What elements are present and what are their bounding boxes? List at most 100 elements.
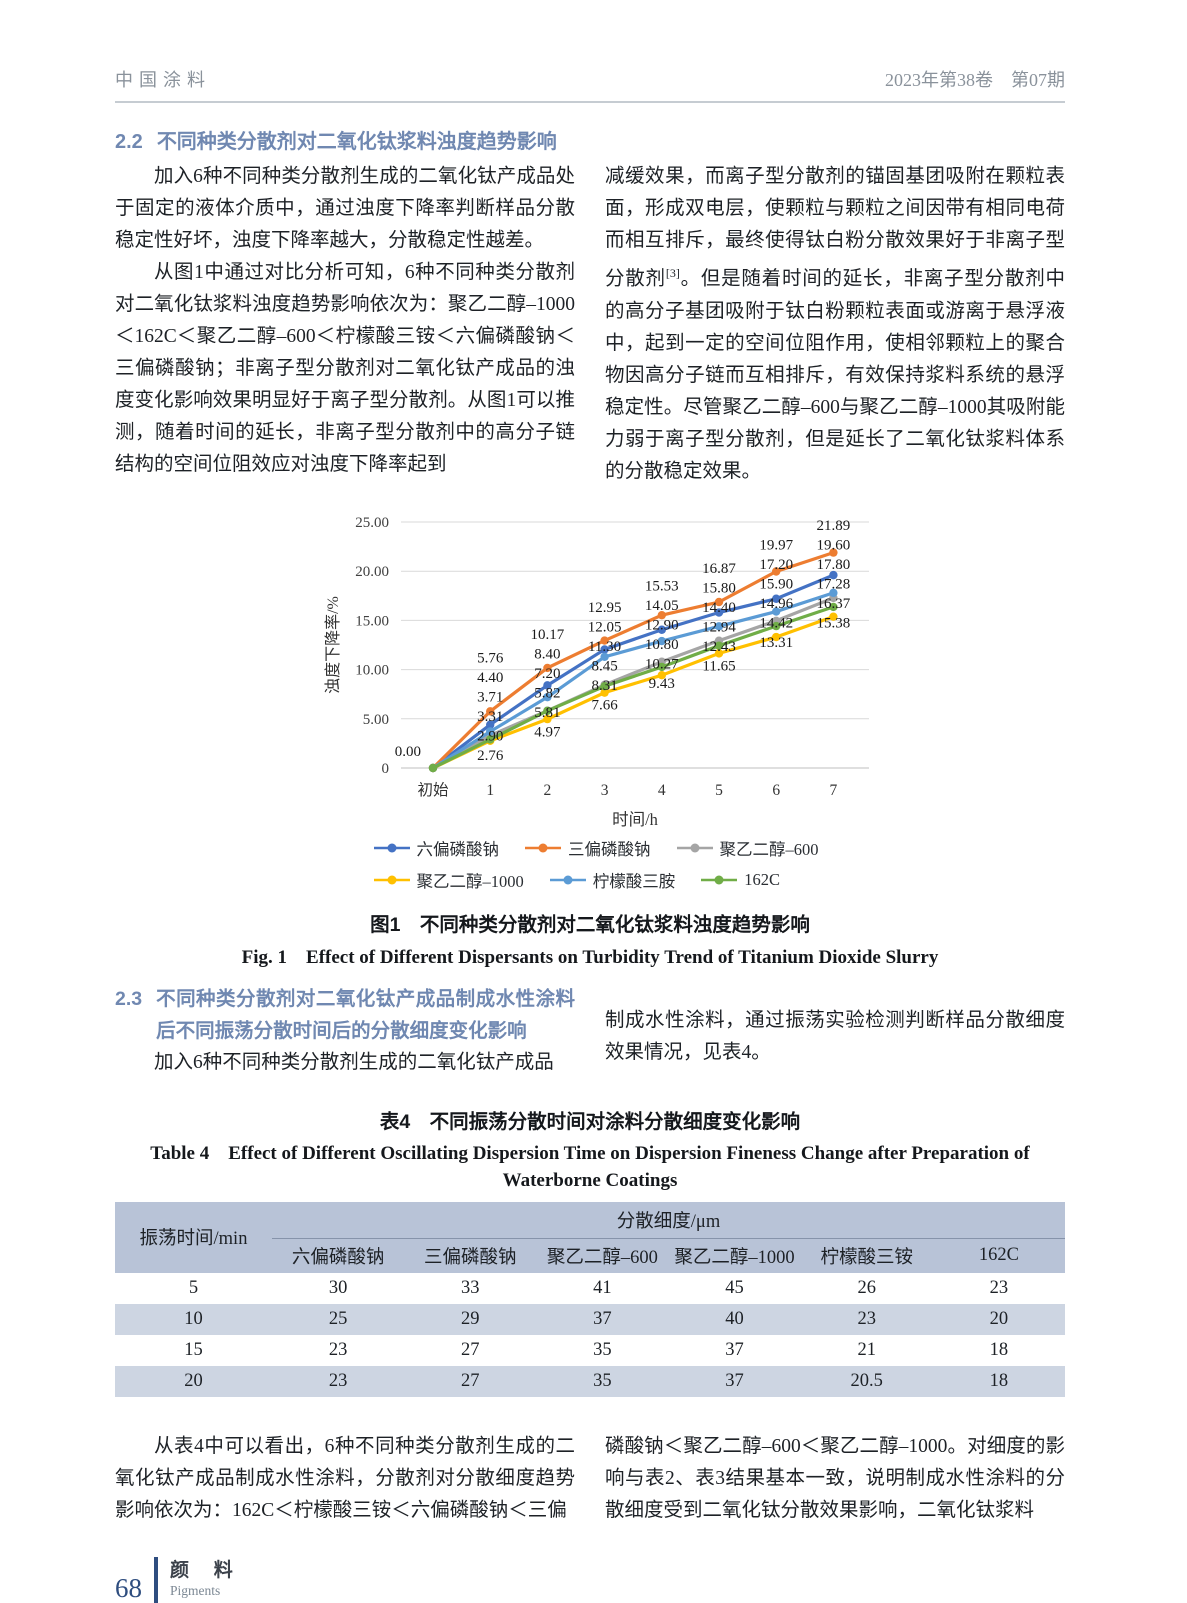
- svg-text:15.00: 15.00: [355, 613, 389, 629]
- table-cell: 5: [188, 1277, 199, 1298]
- table-cell: 40: [725, 1308, 744, 1329]
- legend-marker-icon: [549, 875, 586, 884]
- svg-text:3.71: 3.71: [477, 689, 503, 705]
- section-title: 不同种类分散剂对二氧化钛产成品制成水性涂料后不同振荡分散时间后的分散细度变化影响: [156, 987, 575, 1042]
- legend-marker-icon: [701, 875, 738, 884]
- footer-divider-bar: [154, 1556, 158, 1603]
- svg-text:15.53: 15.53: [645, 578, 679, 594]
- svg-text:12.43: 12.43: [702, 638, 736, 654]
- table-cell: 23: [328, 1370, 348, 1391]
- table-cell: 35: [593, 1370, 612, 1391]
- svg-text:14.05: 14.05: [645, 597, 679, 613]
- svg-text:6: 6: [772, 782, 780, 799]
- svg-text:2.76: 2.76: [477, 748, 504, 764]
- table-cell: 30: [328, 1277, 348, 1298]
- svg-text:5.81: 5.81: [534, 704, 560, 720]
- paragraph: 减缓效果，而离子型分散剂的锚固基团吸附在颗粒表面，形成双电层，使颗粒与颗粒之间因…: [605, 166, 1065, 482]
- table4-title: 表4 不同振荡分散时间对涂料分散细度变化影响 Table 4 Effect of…: [115, 1105, 1065, 1194]
- svg-text:15.90: 15.90: [759, 576, 793, 592]
- legend-marker-icon: [373, 875, 410, 884]
- legend-item: 三偏磷酸钠: [525, 836, 651, 860]
- table4-column-header: 162C: [978, 1245, 1019, 1265]
- table4-col1-header: 振荡时间/min: [139, 1229, 248, 1249]
- svg-text:0.00: 0.00: [395, 744, 421, 760]
- svg-text:15.38: 15.38: [817, 615, 851, 631]
- section-2-3-heading: 2.3 不同种类分散剂对二氧化钛产成品制成水性涂料后不同振荡分散时间后的分散细度…: [115, 983, 575, 1047]
- svg-text:25.00: 25.00: [355, 515, 389, 531]
- svg-text:2: 2: [544, 782, 552, 799]
- table-cell: 20.5: [850, 1370, 883, 1391]
- svg-text:8.45: 8.45: [591, 658, 617, 674]
- table4-column-header: 柠檬酸三铵: [820, 1247, 913, 1268]
- chart-legend: 六偏磷酸钠 三偏磷酸钠 聚乙二醇–600 聚乙二醇–1000 柠檬酸三胺 162C: [373, 836, 819, 892]
- footer-section-en: Pigments: [170, 1582, 221, 1598]
- svg-text:10.17: 10.17: [531, 626, 565, 642]
- column-left: 加入6种不同种类分散剂生成的二氧化钛产成品处于固定的液体介质中，通过浊度下降率判…: [115, 161, 575, 488]
- table-cell: 26: [857, 1277, 876, 1298]
- svg-text:5.76: 5.76: [477, 650, 504, 666]
- legend-item: 六偏磷酸钠: [373, 836, 499, 860]
- table-cell: 15: [184, 1339, 203, 1360]
- table-cell: 23: [857, 1308, 876, 1329]
- svg-text:12.90: 12.90: [645, 617, 679, 633]
- svg-text:15.80: 15.80: [702, 580, 736, 596]
- svg-text:20.00: 20.00: [355, 564, 389, 580]
- svg-text:7: 7: [830, 782, 838, 799]
- figure-1: 25.00 20.00 15.00 10.00 5.00 0 浊度下降率/% 5.76 4.40…: [115, 494, 1065, 969]
- table-cell: 18: [989, 1370, 1009, 1391]
- table-row: 10 25 29 37 40 23 20: [115, 1303, 1065, 1335]
- table-cell: 27: [460, 1370, 480, 1391]
- svg-text:7.20: 7.20: [534, 665, 560, 681]
- legend-label: 聚乙二醇–600: [719, 839, 819, 859]
- table4-column-header: 聚乙二醇–1000: [674, 1247, 795, 1268]
- table-cell: 21: [857, 1339, 876, 1360]
- table4-header-row: 振荡时间/min 分散细度/μm: [115, 1201, 1065, 1249]
- paragraph: 加入6种不同种类分散剂生成的二氧化钛产成品处于固定的液体介质中，通过浊度下降率判…: [115, 166, 575, 251]
- table-cell: 25: [328, 1308, 348, 1329]
- table-cell: 29: [460, 1308, 480, 1329]
- svg-text:5.82: 5.82: [534, 685, 560, 701]
- table4-group-header: 分散细度/μm: [272, 1201, 1065, 1239]
- table-4: 振荡时间/min 分散细度/μm 六偏磷酸钠 三偏磷酸钠 聚乙二醇–600 聚乙二醇–…: [115, 1201, 1065, 1397]
- svg-text:9.43: 9.43: [649, 675, 675, 691]
- section-number: 2.2: [115, 131, 143, 153]
- legend-marker-icon: [525, 843, 561, 852]
- svg-text:14.42: 14.42: [759, 615, 793, 631]
- table4-body: 5 30 33 41 45 26 23 10 25 29 37 40 23 20 15 23 27 35 37 21 1…: [115, 1273, 1065, 1397]
- column-left: 2.3 不同种类分散剂对二氧化钛产成品制成水性涂料后不同振荡分散时间后的分散细度…: [115, 983, 575, 1079]
- table4-column-header: 六偏磷酸钠: [291, 1247, 385, 1268]
- legend-label: 聚乙二醇–1000: [416, 871, 524, 891]
- paragraph: 制成水性涂料，通过振荡实验检测判断样品分散细度效果情况，见表4。: [605, 1009, 1065, 1063]
- table4-column-header: 聚乙二醇–600: [546, 1247, 658, 1268]
- table-cell: 33: [460, 1277, 480, 1298]
- svg-text:5.00: 5.00: [363, 711, 389, 727]
- table-row: 20 23 27 35 37 20.5 18: [115, 1365, 1065, 1397]
- legend-item: 柠檬酸三胺: [549, 868, 676, 892]
- svg-text:3.31: 3.31: [477, 709, 503, 725]
- svg-text:2.90: 2.90: [477, 728, 503, 744]
- table-cell: 20: [184, 1370, 203, 1391]
- svg-text:14.40: 14.40: [702, 599, 736, 615]
- legend-label: 柠檬酸三胺: [592, 871, 676, 891]
- section-number: 2.3: [115, 987, 143, 1010]
- paragraph: 磷酸钠＜聚乙二醇–600＜聚乙二醇–1000。对细度的影响与表2、表3结果基本一…: [605, 1435, 1065, 1521]
- citation-ref: [3]: [665, 266, 680, 280]
- svg-text:10.27: 10.27: [645, 656, 679, 672]
- paragraph: 加入6种不同种类分散剂生成的二氧化钛产成品: [154, 1051, 554, 1073]
- svg-text:初始: 初始: [417, 781, 449, 799]
- svg-text:16.87: 16.87: [702, 560, 736, 576]
- table-cell: 37: [593, 1308, 612, 1329]
- svg-text:7.66: 7.66: [591, 697, 618, 713]
- svg-text:17.20: 17.20: [759, 557, 793, 573]
- table-row: 5 30 33 41 45 26 23: [115, 1273, 1065, 1304]
- svg-text:3: 3: [601, 782, 609, 799]
- column-left: 从表4中可以看出，6种不同种类分散剂生成的二氧化钛产成品制成水性涂料，分散剂对分…: [115, 1431, 575, 1527]
- svg-text:12.94: 12.94: [702, 619, 736, 635]
- page-footer: 68 颜 料 Pigments: [115, 1556, 243, 1603]
- page-number: 68: [115, 1572, 142, 1603]
- legend-label: 三偏磷酸钠: [568, 839, 651, 859]
- svg-text:0: 0: [382, 761, 390, 777]
- closing-columns: 从表4中可以看出，6种不同种类分散剂生成的二氧化钛产成品制成水性涂料，分散剂对分…: [115, 1431, 1065, 1527]
- svg-text:19.97: 19.97: [759, 537, 793, 553]
- table-cell: 20: [989, 1308, 1009, 1329]
